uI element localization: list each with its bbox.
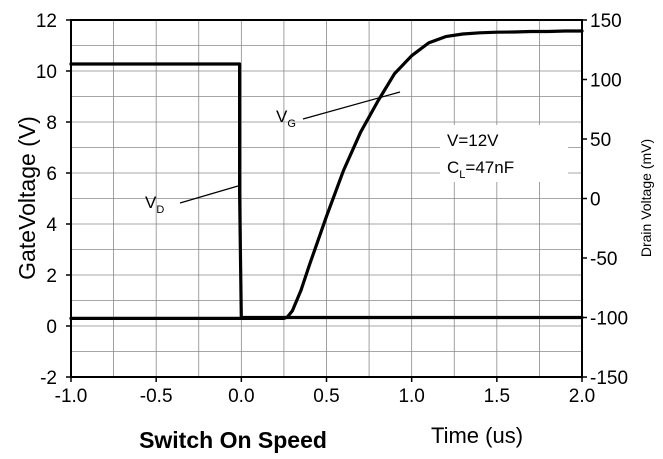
y-ticks: -2 0 2 4 6 8 10 12 bbox=[36, 11, 71, 389]
capacitance-condition: CL=47nF bbox=[447, 158, 514, 181]
y-tick-label: 8 bbox=[46, 113, 57, 134]
cl-rest: =47nF bbox=[465, 158, 514, 177]
y2-axis-label: Drain Voltage (mV) bbox=[638, 139, 654, 257]
x-tick-label: 1.0 bbox=[398, 386, 424, 407]
cl-sub: L bbox=[459, 169, 465, 181]
y2-tick-label: 0 bbox=[590, 190, 601, 211]
vg-leader-line bbox=[302, 91, 401, 120]
grid bbox=[71, 20, 582, 377]
x-tick-label: 0.5 bbox=[313, 386, 339, 407]
vg-annotation-main: V bbox=[276, 107, 288, 126]
y-tick-label: 0 bbox=[46, 317, 57, 338]
y2-tick-label: -150 bbox=[590, 368, 628, 389]
y-tick-label: 2 bbox=[46, 266, 57, 287]
series-layer bbox=[69, 29, 584, 320]
y-tick-label: 12 bbox=[36, 11, 57, 32]
series-line-v-d bbox=[69, 62, 584, 320]
x-ticks: -1.0 -0.5 0.0 0.5 1.0 1.5 2.0 bbox=[55, 377, 595, 407]
y-axis-label: GateVoltage (V) bbox=[14, 116, 40, 280]
y2-tick-label: -100 bbox=[590, 309, 628, 330]
y2-tick-label: 100 bbox=[590, 71, 622, 92]
series-line-v-g bbox=[69, 29, 584, 320]
x-tick-label: 0.0 bbox=[228, 386, 254, 407]
y2-ticks: -150 -100 -50 0 50 100 150 bbox=[582, 11, 628, 389]
vd-annotation-main: V bbox=[145, 193, 157, 212]
x-tick-label: -0.5 bbox=[140, 386, 173, 407]
y2-tick-label: 50 bbox=[590, 130, 611, 151]
x-tick-label: -1.0 bbox=[55, 386, 88, 407]
vd-annotation-sub: D bbox=[156, 204, 164, 216]
condition-box-bg bbox=[440, 125, 568, 182]
voltage-condition: V=12V bbox=[447, 131, 499, 150]
y-tick-label: 10 bbox=[36, 62, 57, 83]
x-tick-label: 2.0 bbox=[569, 386, 595, 407]
vg-annotation: VG bbox=[276, 107, 296, 130]
vd-annotation: VD bbox=[145, 193, 164, 216]
y-tick-label: -2 bbox=[40, 368, 57, 389]
vd-leader-line bbox=[179, 185, 239, 204]
x-tick-label: 1.5 bbox=[484, 386, 510, 407]
x-axis-label: Time (us) bbox=[431, 423, 523, 448]
y2-tick-label: 150 bbox=[590, 11, 622, 32]
y2-tick-label: -50 bbox=[590, 249, 617, 270]
vg-annotation-sub: G bbox=[287, 118, 296, 130]
cl-main: C bbox=[447, 158, 459, 177]
chart-title: Switch On Speed bbox=[139, 427, 327, 453]
y-tick-label: 6 bbox=[46, 164, 57, 185]
y-tick-label: 4 bbox=[46, 215, 57, 236]
